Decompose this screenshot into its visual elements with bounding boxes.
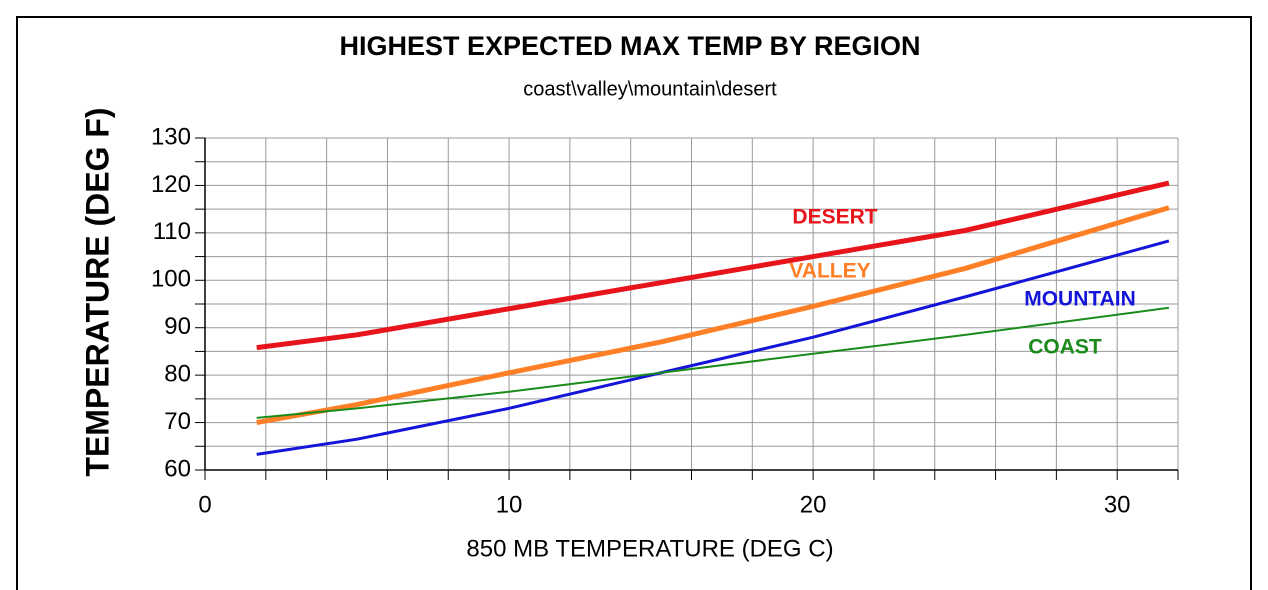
series-label: COAST <box>1028 336 1102 359</box>
chart-title: HIGHEST EXPECTED MAX TEMP BY REGION <box>339 31 920 61</box>
y-tick-label: 60 <box>164 455 191 482</box>
y-tick-label: 120 <box>151 171 191 198</box>
y-axis-label: TEMPERATURE (DEG F) <box>79 107 115 476</box>
series-line <box>256 180 1170 351</box>
x-tick-label: 0 <box>198 491 211 518</box>
y-tick-label: 70 <box>164 408 191 435</box>
x-tick-label: 10 <box>496 491 523 518</box>
y-tick-label: 90 <box>164 313 191 340</box>
series-label: VALLEY <box>789 260 870 283</box>
frame <box>16 16 1252 590</box>
y-tick-label: 100 <box>151 266 191 293</box>
y-tick-label: 80 <box>164 360 191 387</box>
x-axis-label: 850 MB TEMPERATURE (DEG C) <box>466 535 833 562</box>
series-line <box>256 205 1170 426</box>
y-tick-label: 110 <box>153 218 191 245</box>
x-tick-label: 20 <box>800 491 827 518</box>
series-label: MOUNTAIN <box>1024 288 1136 311</box>
series-label: DESERT <box>792 206 877 229</box>
series-line <box>256 306 1170 419</box>
chart-subtitle: coast\valley\mountain\desert <box>523 78 777 100</box>
y-tick-label: 130 <box>151 123 191 150</box>
x-tick-label: 30 <box>1104 491 1131 518</box>
